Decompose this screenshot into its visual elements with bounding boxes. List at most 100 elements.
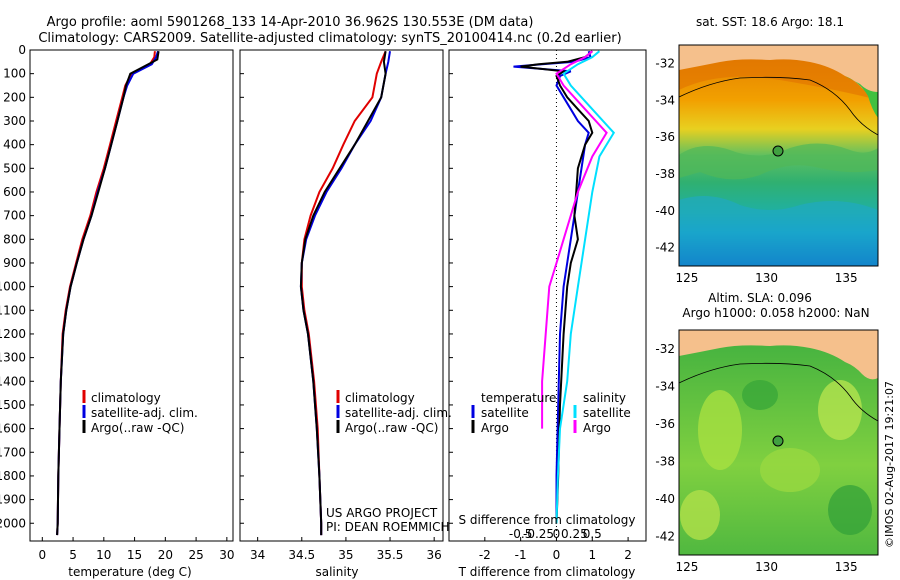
- sst-map-y-tick-label: -34: [655, 93, 675, 107]
- sst-map-x-tick-label: 135: [835, 271, 858, 285]
- sla-map-y-tick-label: -34: [655, 379, 675, 393]
- legend-label-t-satellite: satellite: [481, 406, 529, 420]
- salinity-axis-label: salinity: [315, 565, 358, 579]
- legend-header-temperature: temperature: [481, 391, 556, 405]
- legend-label-satellite: satellite-adj. clim.: [91, 406, 198, 420]
- x-tick-label: -1: [515, 548, 527, 562]
- x-tick-label-secondary: 0.5: [583, 527, 602, 541]
- sla-map-title-1: Altim. SLA: 0.096: [708, 291, 812, 305]
- y-tick-label: 1000: [0, 280, 26, 294]
- y-tick-label: 0: [18, 43, 26, 57]
- legend-label-climatology: climatology: [345, 391, 415, 405]
- land-australia: [679, 45, 878, 94]
- x-tick-label: 5: [69, 548, 77, 562]
- x-tick-label: 35: [338, 548, 353, 562]
- y-tick-label: 700: [3, 209, 26, 223]
- y-tick-label: 1800: [0, 469, 26, 483]
- title-line-1: Argo profile: aoml 5901268_133 14-Apr-20…: [47, 15, 534, 30]
- series-satellite-adj-clim-: [56, 50, 159, 536]
- y-tick-label: 1700: [0, 445, 26, 459]
- y-tick-label: 600: [3, 185, 26, 199]
- sla-map-x-tick-label: 125: [676, 560, 699, 574]
- y-tick-label: 1200: [0, 327, 26, 341]
- x-tick-label: 20: [158, 548, 173, 562]
- y-tick-label: 1500: [0, 398, 26, 412]
- sst-map: sat. SST: 18.6 Argo: 18.1: [678, 15, 879, 267]
- watermark: ©IMOS 02-Aug-2017 19:21:07: [883, 381, 896, 548]
- legend-label-t-argo: Argo: [481, 421, 509, 435]
- temperature-panel: [29, 49, 234, 542]
- legend-label-s-argo: Argo: [583, 421, 611, 435]
- x-tick-label: 15: [127, 548, 142, 562]
- sla-blob: [698, 390, 742, 470]
- x-tick-label: 35.5: [377, 548, 404, 562]
- difference-axis-label-t: T difference from climatology: [458, 565, 636, 579]
- legend-label-satellite: satellite-adj. clim.: [345, 406, 452, 420]
- sla-map-y-tick-label: -36: [655, 417, 675, 431]
- sla-blob: [680, 490, 720, 540]
- sla-map-y-tick-label: -32: [655, 342, 675, 356]
- legend-label-argo: Argo(..raw -QC): [345, 421, 438, 435]
- sla-map-y-tick-label: -42: [655, 529, 675, 543]
- series-climatology: [300, 50, 387, 536]
- sst-profile-marker: [772, 145, 784, 157]
- y-tick-label: 400: [3, 138, 26, 152]
- x-tick-label: 1: [588, 548, 596, 562]
- sla-blob: [818, 380, 862, 440]
- sst-map-title: sat. SST: 18.6 Argo: 18.1: [696, 15, 844, 29]
- shelf-contour: [679, 362, 878, 422]
- series-satellite-adj-clim-: [299, 51, 391, 536]
- sst-map-y-tick-label: -36: [655, 130, 675, 144]
- y-tick-label: 800: [3, 232, 26, 246]
- x-tick-label: 0: [38, 548, 46, 562]
- temperature-axis-label: temperature (deg C): [68, 565, 191, 579]
- y-tick-label: 1100: [0, 303, 26, 317]
- sst-map-frame: [678, 44, 879, 267]
- x-tick-label: 25: [188, 548, 203, 562]
- sst-map-y-tick-label: -38: [655, 167, 675, 181]
- x-tick-label: 2: [624, 548, 632, 562]
- x-tick-label-secondary: 0.25: [561, 527, 588, 541]
- y-tick-label: 900: [3, 256, 26, 270]
- sla-map: Altim. SLA: 0.096 Argo h1000: 0.058 h200…: [678, 291, 879, 556]
- y-tick-label: 1600: [0, 422, 26, 436]
- salinity-panel: [239, 49, 444, 542]
- series-climatology: [56, 51, 156, 536]
- legend-label-climatology: climatology: [91, 391, 161, 405]
- x-tick-label: 0: [553, 548, 561, 562]
- series-salinity-argo: [541, 50, 608, 429]
- annotation-pi: PI: DEAN ROEMMICH: [326, 520, 449, 534]
- difference-panel: [448, 49, 647, 542]
- x-tick-label: 36: [427, 548, 442, 562]
- sst-map-y-tick-label: -42: [655, 241, 675, 255]
- series-salinity-satellite: [555, 50, 616, 524]
- series-argo-raw-qc-: [299, 51, 387, 536]
- y-tick-label: 1900: [0, 493, 26, 507]
- x-tick-label-secondary: -0.5: [509, 527, 532, 541]
- sla-map-x-tick-label: 130: [755, 560, 778, 574]
- legend-label-s-satellite: satellite: [583, 406, 631, 420]
- salinity-legend: climatology satellite-adj. clim. Argo(..…: [326, 390, 452, 534]
- sla-map-frame: [678, 329, 879, 556]
- shelf-contour: [679, 76, 878, 136]
- y-tick-label: 500: [3, 161, 26, 175]
- coast-green: [845, 76, 878, 118]
- x-tick-label: -2: [479, 548, 491, 562]
- y-tick-label: 2000: [0, 516, 26, 530]
- legend-header-salinity: salinity: [583, 391, 626, 405]
- sst-map-y-tick-label: -32: [655, 56, 675, 70]
- series-temperature-argo: [520, 50, 594, 524]
- temperature-legend: climatology satellite-adj. clim. Argo(..…: [82, 390, 198, 435]
- difference-axis-label-s: S difference from climatology: [459, 513, 636, 527]
- y-tick-label: 300: [3, 114, 26, 128]
- sst-map-x-tick-label: 125: [676, 271, 699, 285]
- land-australia: [679, 330, 878, 380]
- sla-map-title-2: Argo h1000: 0.058 h2000: NaN: [682, 306, 869, 320]
- y-tick-label: 100: [3, 67, 26, 81]
- difference-legend: temperature salinity satellite Argo sate…: [471, 391, 631, 435]
- sla-map-x-tick-label: 135: [835, 560, 858, 574]
- sst-map-x-tick-label: 130: [755, 271, 778, 285]
- x-tick-label: 34: [250, 548, 265, 562]
- sst-map-y-tick-label: -40: [655, 204, 675, 218]
